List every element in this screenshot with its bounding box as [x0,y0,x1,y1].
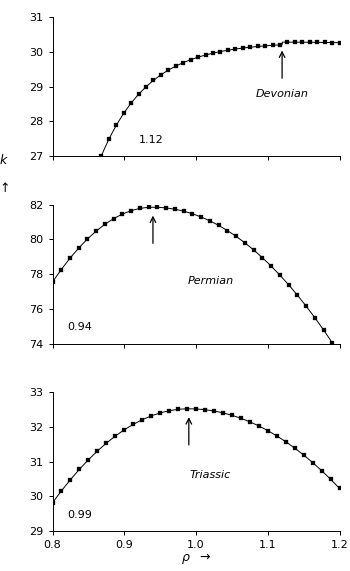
Text: 0.99: 0.99 [67,510,92,520]
Text: Triassic: Triassic [190,471,231,480]
Text: Permian: Permian [187,276,233,286]
Text: 1.12: 1.12 [139,135,163,145]
Text: $\uparrow$: $\uparrow$ [0,182,10,195]
Text: Devonian: Devonian [256,89,309,99]
Text: 0.94: 0.94 [67,323,92,332]
Text: $k$: $k$ [0,153,8,167]
X-axis label: ρ  $\rightarrow$: ρ $\rightarrow$ [181,552,211,566]
